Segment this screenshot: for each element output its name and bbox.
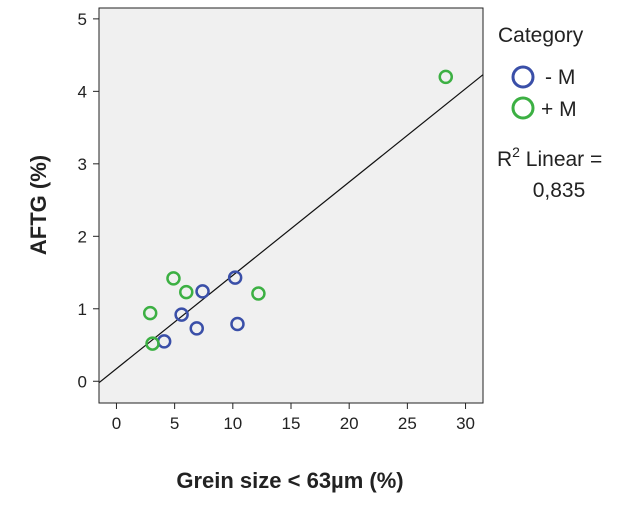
data-point-plus-m: [179, 284, 194, 300]
x-tick-label: 25: [398, 414, 417, 433]
linear-fit-line: [98, 74, 484, 384]
x-tick-label: 20: [340, 414, 359, 433]
x-tick-label: 15: [282, 414, 301, 433]
legend-title: Category: [498, 24, 584, 47]
x-tick-label: 30: [456, 414, 475, 433]
data-point-minus-m: [195, 284, 210, 299]
y-tick-label: 4: [78, 82, 87, 101]
data-point-plus-m: [166, 271, 181, 286]
legend-label-minus-m: - M: [545, 66, 575, 89]
data-point-minus-m: [174, 307, 189, 322]
data-point-plus-m: [145, 336, 160, 351]
x-tick-label: 0: [112, 414, 121, 433]
y-tick-label: 1: [78, 300, 87, 319]
fit-label-linear: Linear =: [520, 148, 602, 171]
data-point-plus-m: [438, 69, 454, 85]
data-point-plus-m: [251, 286, 266, 301]
x-tick-label: 10: [223, 414, 242, 433]
legend: Category - M + M R2 Linear = 0,835: [497, 24, 602, 202]
fit-label-r: R: [497, 148, 512, 171]
x-axis-title: Grein size < 63µm (%): [176, 468, 403, 493]
legend-label-plus-m: + M: [541, 98, 577, 121]
y-tick-label: 3: [78, 155, 87, 174]
legend-marker-minus-m: [511, 65, 535, 89]
data-points: [142, 69, 454, 351]
data-point-minus-m: [227, 270, 243, 285]
fit-r2-value: 0,835: [533, 179, 586, 202]
y-axis-title: AFTG (%): [26, 155, 51, 255]
y-tick-label: 5: [78, 10, 87, 29]
y-tick-label: 0: [78, 372, 87, 391]
fit-label: R2 Linear =: [497, 144, 602, 171]
y-axis: 0 1 2 3 4 5: [78, 10, 99, 391]
data-point-minus-m: [230, 316, 245, 332]
fit-label-superscript: 2: [512, 144, 520, 160]
plot-area: [98, 7, 484, 404]
x-axis: 0 5 10 15 20 25 30: [112, 403, 475, 433]
y-tick-label: 2: [78, 227, 87, 246]
x-tick-label: 5: [170, 414, 179, 433]
data-point-minus-m: [189, 321, 204, 336]
data-point-plus-m: [142, 305, 158, 321]
legend-marker-plus-m: [511, 96, 535, 120]
